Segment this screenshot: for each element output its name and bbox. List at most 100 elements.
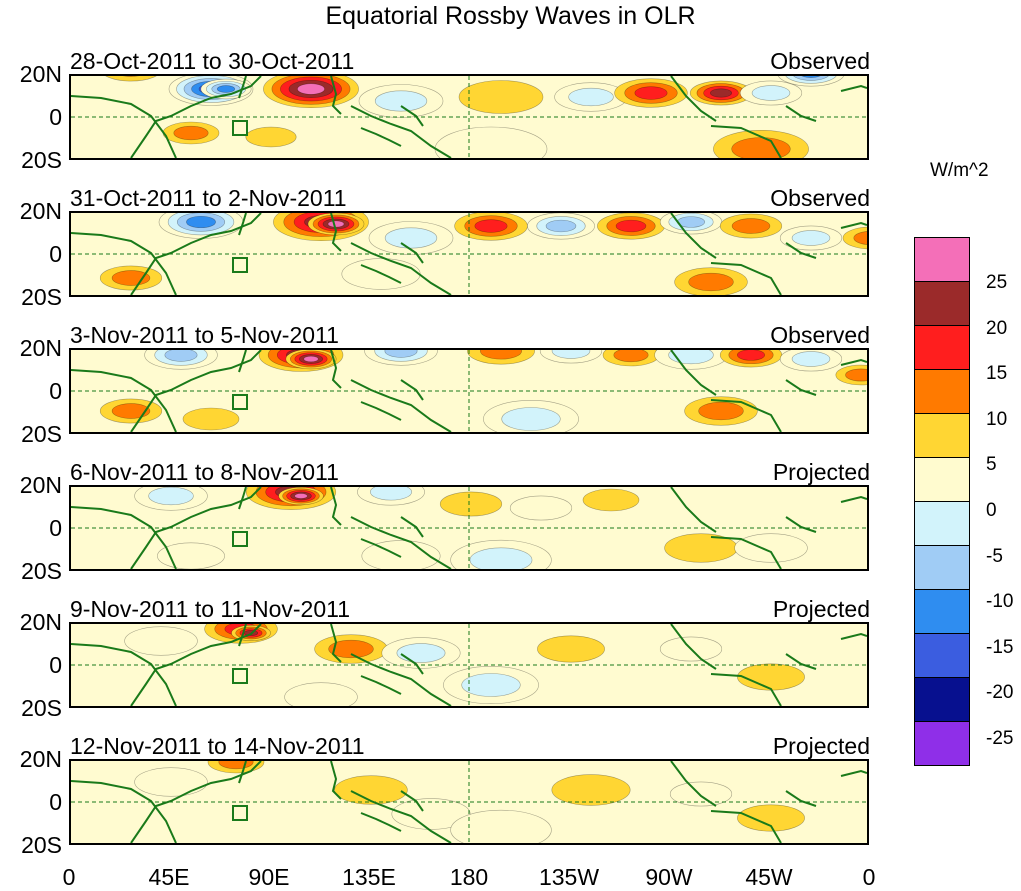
anomaly-contour bbox=[157, 543, 224, 569]
anomaly-contour bbox=[552, 775, 630, 806]
anomaly-contour bbox=[135, 768, 208, 797]
anomaly-contour bbox=[174, 126, 208, 140]
anomaly-contour bbox=[792, 352, 830, 367]
anomaly-contour bbox=[149, 487, 194, 505]
map-svg bbox=[71, 76, 867, 158]
map-plot bbox=[69, 485, 869, 571]
anomaly-contour bbox=[375, 91, 427, 111]
coastline bbox=[671, 487, 716, 532]
colorbar-box bbox=[914, 501, 970, 546]
coastline bbox=[401, 517, 423, 537]
anomaly-contour bbox=[462, 673, 521, 696]
coastline bbox=[361, 676, 401, 694]
y-tick-label: 20N bbox=[0, 747, 62, 771]
y-tick-label: 20S bbox=[0, 285, 62, 309]
anomaly-contour bbox=[732, 219, 770, 234]
map-plot bbox=[69, 74, 869, 160]
colorbar-label: 25 bbox=[986, 272, 1007, 294]
anomaly-contour bbox=[295, 493, 308, 498]
colorbar-label: -5 bbox=[986, 546, 1003, 568]
anomaly-contour bbox=[546, 220, 576, 232]
anomaly-contour bbox=[537, 636, 604, 662]
colorbar bbox=[914, 238, 970, 766]
colorbar-label: 0 bbox=[986, 500, 997, 522]
y-tick-label: 20N bbox=[0, 473, 62, 497]
colorbar-label: 20 bbox=[986, 318, 1007, 340]
y-tick-label: 20S bbox=[0, 422, 62, 446]
anomaly-contour bbox=[112, 271, 150, 286]
anomaly-contour bbox=[616, 220, 646, 232]
panel-date-range: 3-Nov-2011 to 5-Nov-2011 bbox=[70, 322, 339, 348]
anomaly-contour bbox=[510, 496, 572, 520]
map-plot bbox=[69, 759, 869, 845]
anomaly-contour bbox=[328, 221, 344, 227]
anomaly-contour bbox=[100, 76, 162, 81]
coastline bbox=[71, 96, 176, 158]
anomaly-contour bbox=[689, 273, 734, 291]
panel-type: Observed bbox=[770, 48, 870, 74]
x-tick-label: 0 bbox=[829, 864, 909, 891]
y-tick-label: 20S bbox=[0, 833, 62, 857]
panel-date-range: 28-Oct-2011 to 30-Oct-2011 bbox=[70, 48, 354, 74]
coastline bbox=[351, 380, 451, 432]
panel-type: Observed bbox=[770, 322, 870, 348]
colorbar-box bbox=[914, 325, 970, 370]
panel-date-range: 6-Nov-2011 to 8-Nov-2011 bbox=[70, 459, 339, 485]
island-outline bbox=[233, 669, 247, 683]
coastline bbox=[786, 106, 816, 121]
x-tick-label: 90W bbox=[629, 864, 709, 891]
island-outline bbox=[233, 258, 247, 272]
anomaly-contour bbox=[470, 548, 532, 569]
anomaly-contour bbox=[792, 231, 830, 246]
island-outline bbox=[233, 121, 247, 135]
island-outline bbox=[233, 806, 247, 820]
panel-type: Projected bbox=[773, 596, 870, 622]
panel-type: Observed bbox=[770, 185, 870, 211]
anomaly-contour bbox=[246, 127, 296, 147]
coastline bbox=[239, 487, 246, 509]
coastline bbox=[786, 791, 816, 806]
colorbar-box bbox=[914, 589, 970, 634]
map-svg bbox=[71, 487, 867, 569]
y-tick-label: 0 bbox=[0, 653, 62, 677]
anomaly-contour bbox=[125, 627, 198, 656]
x-tick-label: 45E bbox=[129, 864, 209, 891]
anomaly-contour bbox=[735, 534, 808, 563]
anomaly-contour bbox=[732, 137, 791, 158]
x-tick-label: 135W bbox=[529, 864, 609, 891]
x-tick-label: 0 bbox=[29, 864, 109, 891]
anomaly-contour bbox=[297, 84, 324, 95]
colorbar-label: -20 bbox=[986, 682, 1013, 704]
panel-date-range: 12-Nov-2011 to 14-Nov-2011 bbox=[70, 733, 365, 759]
colorbar-label: -25 bbox=[986, 728, 1013, 750]
island-outline bbox=[233, 395, 247, 409]
anomaly-contour bbox=[440, 492, 502, 516]
y-tick-label: 0 bbox=[0, 790, 62, 814]
anomaly-contour bbox=[699, 402, 744, 420]
colorbar-box bbox=[914, 457, 970, 502]
y-tick-label: 0 bbox=[0, 516, 62, 540]
coastline bbox=[361, 402, 401, 420]
coastline bbox=[239, 350, 246, 372]
map-plot bbox=[69, 348, 869, 434]
anomaly-contour bbox=[752, 86, 790, 101]
map-svg bbox=[71, 350, 867, 432]
colorbar-label: -10 bbox=[986, 591, 1013, 613]
colorbar-label: 10 bbox=[986, 409, 1007, 431]
x-tick-label: 45W bbox=[729, 864, 809, 891]
colorbar-box bbox=[914, 677, 970, 722]
colorbar-label: 5 bbox=[986, 454, 997, 476]
coastline bbox=[841, 360, 867, 365]
map-plot bbox=[69, 211, 869, 297]
anomaly-contour bbox=[304, 356, 318, 362]
colorbar-box bbox=[914, 721, 970, 766]
y-tick-label: 20N bbox=[0, 610, 62, 634]
map-svg bbox=[71, 624, 867, 706]
y-tick-label: 20N bbox=[0, 62, 62, 86]
coastline bbox=[786, 380, 816, 395]
map-svg bbox=[71, 213, 867, 295]
